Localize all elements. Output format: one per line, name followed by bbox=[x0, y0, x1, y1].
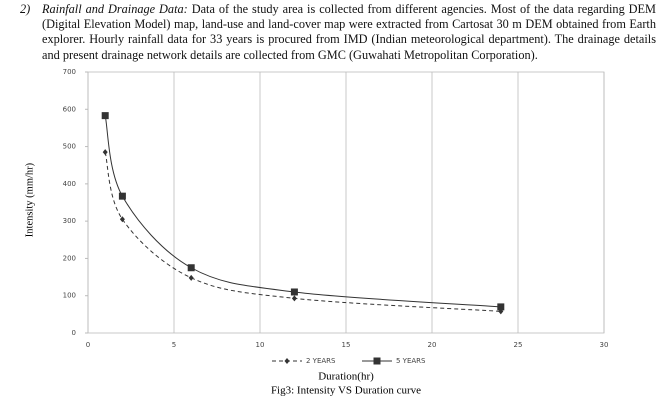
x-tick-label: 20 bbox=[428, 341, 437, 349]
caption: Fig3: Intensity VS Duration curve bbox=[271, 385, 421, 397]
x-tick-label: 5 bbox=[172, 341, 176, 349]
y-tick-label: 700 bbox=[63, 68, 76, 76]
series-line bbox=[104, 115, 501, 308]
x-tick-label: 30 bbox=[600, 341, 609, 349]
marker bbox=[284, 358, 290, 364]
y-tick-label: 600 bbox=[63, 105, 76, 113]
x-tick-label: 10 bbox=[256, 341, 265, 349]
x-tick-label: 15 bbox=[342, 341, 351, 349]
y-axis-label: Intensity (mm/hr) bbox=[24, 162, 35, 237]
y-tick-label: 500 bbox=[63, 143, 76, 151]
marker bbox=[187, 264, 195, 272]
marker bbox=[290, 288, 298, 296]
marker bbox=[119, 216, 125, 223]
section-number: 2) bbox=[20, 2, 31, 16]
x-tick-label: 0 bbox=[86, 341, 90, 349]
section-lead: Rainfall and Drainage Data: bbox=[42, 2, 188, 16]
x-tick-label: 25 bbox=[514, 341, 523, 349]
paragraph: 2) Rainfall and Drainage Data: Data of t… bbox=[20, 2, 656, 63]
y-tick-label: 200 bbox=[63, 254, 76, 262]
y-tick-label: 400 bbox=[63, 180, 76, 188]
y-tick-label: 0 bbox=[72, 329, 76, 337]
legend-label: 5 YEARS bbox=[396, 357, 426, 365]
marker bbox=[497, 303, 505, 311]
x-axis-label: Duration(hr) bbox=[318, 371, 374, 383]
y-tick-label: 100 bbox=[63, 292, 76, 300]
marker bbox=[118, 192, 126, 200]
section-text: Data of the study area is collected from… bbox=[42, 2, 656, 62]
marker bbox=[101, 112, 109, 120]
series-line bbox=[104, 152, 501, 312]
marker bbox=[291, 295, 297, 302]
y-tick-label: 300 bbox=[63, 217, 76, 225]
marker bbox=[102, 149, 108, 156]
legend-label: 2 YEARS bbox=[306, 357, 336, 365]
marker bbox=[188, 274, 194, 281]
marker bbox=[373, 357, 381, 365]
